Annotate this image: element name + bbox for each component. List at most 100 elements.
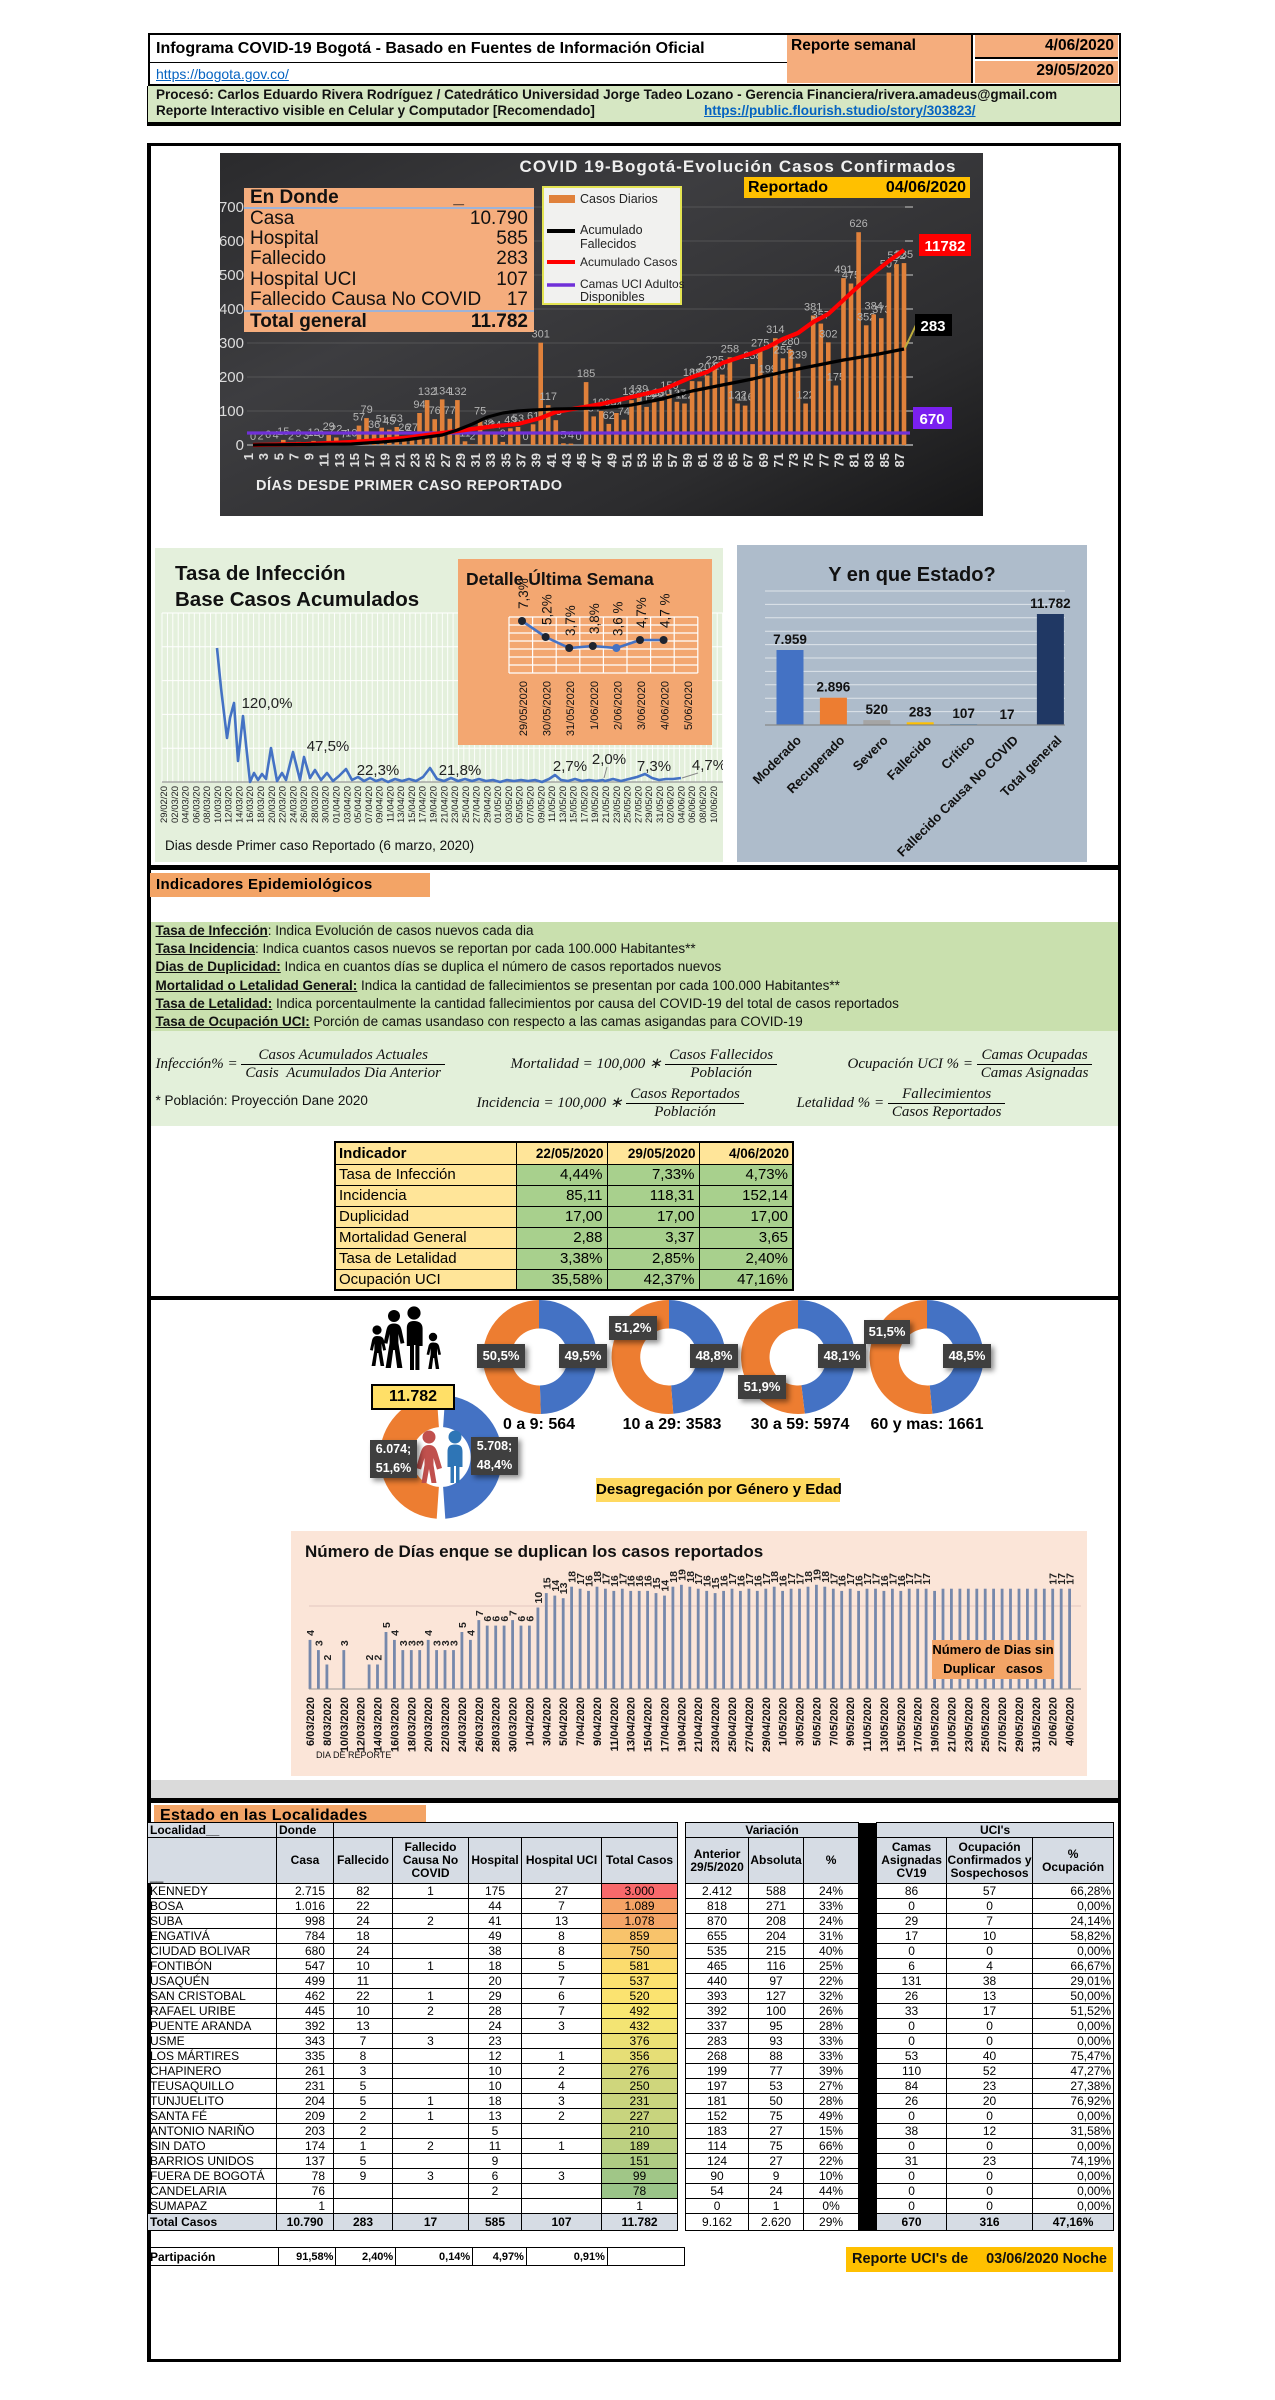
svg-text:3: 3	[432, 1640, 444, 1646]
svg-text:18: 18	[820, 1571, 832, 1583]
svg-text:19/05/2020: 19/05/2020	[930, 1697, 942, 1752]
svg-text:83: 83	[862, 453, 877, 467]
svg-text:85: 85	[877, 453, 892, 467]
svg-text:2: 2	[364, 1655, 376, 1661]
svg-text:Camas UCI Adultos: Camas UCI Adultos	[580, 277, 684, 291]
svg-text:239: 239	[789, 350, 807, 362]
svg-text:17: 17	[575, 1573, 587, 1585]
svg-text:16: 16	[626, 1575, 638, 1587]
svg-text:7,3%: 7,3%	[516, 578, 531, 609]
svg-text:3/06/2020: 3/06/2020	[636, 681, 648, 730]
svg-text:29/04/20: 29/04/20	[482, 786, 493, 823]
svg-text:16: 16	[702, 1575, 714, 1587]
svg-text:20/03/2020: 20/03/2020	[423, 1697, 435, 1752]
svg-text:29: 29	[323, 421, 335, 433]
svg-text:11.782: 11.782	[1030, 596, 1071, 611]
svg-text:16: 16	[634, 1575, 646, 1587]
svg-text:77: 77	[816, 453, 831, 467]
svg-text:Número de Días enque se duplic: Número de Días enque se duplican los cas…	[305, 1542, 763, 1561]
svg-text:59: 59	[680, 453, 695, 467]
svg-text:16/03/2020: 16/03/2020	[389, 1697, 401, 1752]
svg-text:3: 3	[256, 453, 271, 460]
svg-text:7: 7	[508, 1610, 520, 1616]
svg-text:2/06/2020: 2/06/2020	[1048, 1697, 1060, 1746]
svg-text:4: 4	[465, 1630, 477, 1636]
svg-text:19/04/2020: 19/04/2020	[676, 1697, 688, 1752]
svg-text:Crítico: Crítico	[938, 732, 978, 772]
svg-text:17: 17	[1056, 1573, 1068, 1585]
svg-text:27/05/20: 27/05/20	[633, 786, 644, 823]
svg-text:5: 5	[271, 453, 286, 460]
svg-text:01/05/20: 01/05/20	[493, 786, 504, 823]
svg-text:49: 49	[604, 453, 619, 467]
svg-text:17: 17	[999, 707, 1014, 722]
svg-text:17: 17	[617, 1573, 629, 1585]
svg-text:5: 5	[560, 429, 566, 441]
svg-text:21: 21	[392, 453, 407, 467]
svg-text:1/05/2020: 1/05/2020	[778, 1697, 790, 1746]
svg-text:19: 19	[676, 1569, 688, 1581]
svg-text:DIA DE REPORTE: DIA DE REPORTE	[316, 1750, 391, 1760]
svg-text:27: 27	[438, 453, 453, 467]
svg-text:29/04/2020: 29/04/2020	[761, 1697, 773, 1752]
svg-text:475: 475	[842, 270, 860, 282]
svg-text:Detalle Última Semana: Detalle Última Semana	[466, 568, 654, 589]
svg-text:3: 3	[406, 1640, 418, 1646]
svg-text:381: 381	[804, 302, 822, 314]
svg-text:6/03/2020: 6/03/2020	[305, 1697, 317, 1746]
svg-text:7,3%: 7,3%	[637, 758, 671, 775]
svg-text:3: 3	[415, 1640, 427, 1646]
svg-text:39: 39	[529, 453, 544, 467]
svg-text:29/05/2020: 29/05/2020	[1014, 1697, 1026, 1752]
svg-text:7/05/2020: 7/05/2020	[828, 1697, 840, 1746]
svg-text:5,2%: 5,2%	[540, 594, 555, 625]
svg-text:23/04/2020: 23/04/2020	[710, 1697, 722, 1752]
svg-text:373: 373	[872, 304, 890, 316]
svg-text:26: 26	[398, 422, 410, 434]
svg-text:120,0%: 120,0%	[242, 695, 293, 712]
svg-text:13/05/2020: 13/05/2020	[879, 1697, 891, 1752]
svg-text:10/06/20: 10/06/20	[709, 786, 720, 823]
svg-text:04/06/20: 04/06/20	[676, 786, 687, 823]
svg-text:507: 507	[880, 259, 898, 271]
svg-text:700: 700	[220, 199, 244, 216]
svg-text:9/04/2020: 9/04/2020	[592, 1697, 604, 1746]
svg-text:05/04/20: 05/04/20	[353, 786, 364, 823]
svg-text:7: 7	[286, 453, 301, 460]
svg-text:22,3%: 22,3%	[357, 762, 400, 779]
svg-text:31/05/2020: 31/05/2020	[1031, 1697, 1043, 1752]
svg-text:9/05/2020: 9/05/2020	[845, 1697, 857, 1746]
svg-text:132: 132	[448, 386, 466, 398]
svg-text:2/06/2020: 2/06/2020	[612, 681, 624, 730]
svg-text:16: 16	[854, 1575, 866, 1587]
svg-text:15: 15	[347, 453, 362, 467]
svg-text:75: 75	[474, 406, 486, 418]
svg-text:27/04/20: 27/04/20	[472, 786, 483, 823]
svg-text:7.959: 7.959	[773, 632, 807, 647]
svg-text:94: 94	[413, 399, 425, 411]
svg-text:4,7%: 4,7%	[634, 597, 649, 628]
svg-text:77: 77	[444, 405, 456, 417]
svg-text:3/04/2020: 3/04/2020	[541, 1697, 553, 1746]
svg-text:13: 13	[558, 1582, 570, 1594]
svg-text:21/04/20: 21/04/20	[439, 786, 450, 823]
svg-text:122: 122	[796, 390, 814, 402]
svg-text:09/04/20: 09/04/20	[375, 786, 386, 823]
svg-text:17: 17	[786, 1573, 798, 1585]
svg-text:62: 62	[603, 410, 615, 422]
svg-text:57: 57	[353, 412, 365, 424]
svg-text:31/05/20: 31/05/20	[655, 786, 666, 823]
svg-text:7: 7	[474, 1610, 486, 1616]
svg-text:21/05/20: 21/05/20	[601, 786, 612, 823]
svg-text:Fallecidos: Fallecidos	[580, 237, 636, 251]
svg-text:53: 53	[391, 413, 403, 425]
svg-text:25/04/2020: 25/04/2020	[727, 1697, 739, 1752]
svg-text:25: 25	[423, 453, 438, 467]
svg-text:47,5%: 47,5%	[307, 738, 350, 755]
svg-text:37: 37	[514, 453, 529, 467]
svg-text:01/04/20: 01/04/20	[332, 786, 343, 823]
svg-text:73: 73	[786, 453, 801, 467]
svg-text:30/03/2020: 30/03/2020	[508, 1697, 520, 1752]
svg-text:6: 6	[318, 429, 324, 441]
svg-text:17: 17	[600, 1573, 612, 1585]
